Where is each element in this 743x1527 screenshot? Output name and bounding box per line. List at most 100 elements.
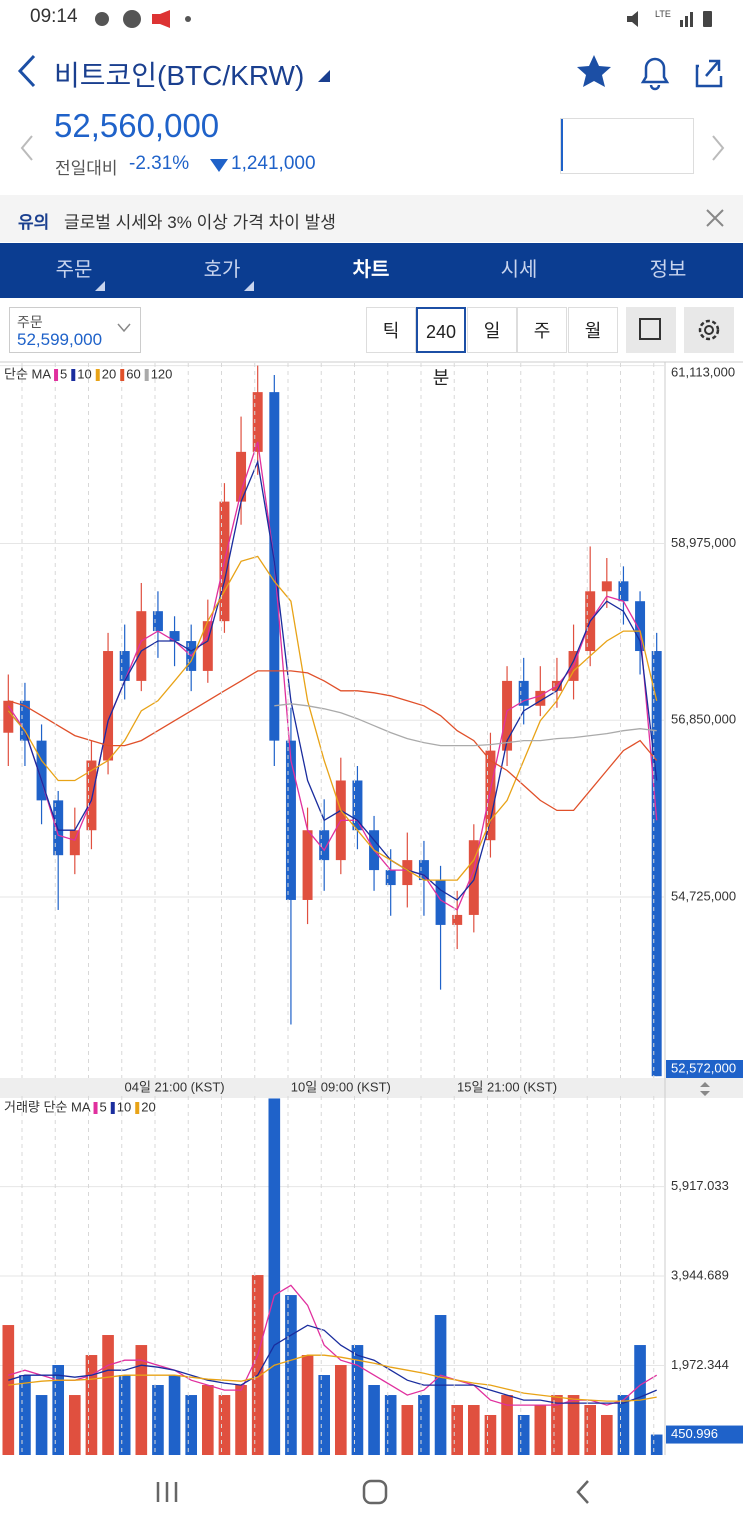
- order-dropdown[interactable]: [116, 322, 132, 334]
- legend-label: 120: [151, 366, 173, 381]
- legend-label: 5: [60, 366, 67, 381]
- tab[interactable]: 차트: [352, 259, 390, 281]
- period-button[interactable]: 월: [568, 307, 618, 353]
- legend-label: 20: [102, 366, 116, 381]
- legend-swatch: [54, 369, 59, 381]
- volume-bar: [451, 1405, 464, 1455]
- candle-body: [319, 830, 330, 861]
- notice-close[interactable]: [705, 208, 725, 228]
- volume-bar: [118, 1375, 131, 1455]
- candle-body: [635, 601, 646, 652]
- legend-label: 10: [77, 366, 91, 381]
- share-icon[interactable]: [695, 59, 723, 88]
- title-dropdown[interactable]: [316, 68, 332, 84]
- volume-bar: [102, 1335, 114, 1455]
- notice-text: 글로벌 시세와 3% 이상 가격 차이 발생: [64, 213, 336, 232]
- volume-bar: [467, 1405, 480, 1455]
- tab[interactable]: 주문: [55, 259, 93, 281]
- tab[interactable]: 정보: [649, 259, 687, 281]
- volume-panel: [0, 1098, 665, 1455]
- candle-body: [618, 581, 629, 602]
- volume-bar: [285, 1295, 297, 1455]
- candle-body: [601, 581, 612, 592]
- tab-bar: [0, 243, 743, 298]
- candle-body: [236, 451, 247, 502]
- volume-bar: [251, 1275, 264, 1455]
- volume-bar: [484, 1414, 497, 1455]
- volume-bar: [318, 1375, 331, 1455]
- home-button[interactable]: [362, 1479, 388, 1505]
- volume-bar: [218, 1395, 231, 1455]
- volume-bar: [368, 1385, 380, 1455]
- volume-bar: [168, 1375, 181, 1455]
- y-tick-label: 61,113,000: [671, 364, 735, 379]
- volume-bar: [268, 1098, 281, 1455]
- volume-bar: [617, 1395, 630, 1455]
- period-button[interactable]: 일: [467, 307, 517, 353]
- candle-body: [385, 870, 396, 886]
- x-axis-strip: [0, 1078, 743, 1098]
- next-coin[interactable]: [708, 134, 728, 162]
- candle-body: [352, 780, 363, 831]
- order-label: 주문: [17, 314, 43, 330]
- period-button[interactable]: 240분: [416, 307, 466, 388]
- volume-bar: [52, 1365, 65, 1455]
- overlay: 54,725,000 56,850,000 58,975,000 61,113,000…: [4, 363, 743, 1455]
- volume-bar: [418, 1395, 430, 1455]
- period-button[interactable]: 주: [517, 307, 567, 353]
- legend-label: 5: [100, 1099, 107, 1114]
- volume-bar: [534, 1405, 547, 1455]
- recent-apps[interactable]: [156, 1482, 178, 1502]
- tab[interactable]: 호가: [203, 259, 241, 281]
- status-icons: [95, 10, 191, 28]
- candle-body: [202, 621, 213, 671]
- fullscreen-button[interactable]: [626, 307, 676, 353]
- order-price-box[interactable]: [9, 307, 141, 353]
- candle-body: [103, 651, 114, 761]
- volume-bar: [135, 1345, 148, 1455]
- last-value-label: 450.996: [671, 1426, 718, 1441]
- tab[interactable]: 시세: [500, 259, 538, 281]
- change-percent: -2.31%: [129, 153, 190, 174]
- volume-bar: [201, 1385, 214, 1455]
- candle-body: [452, 914, 463, 925]
- y-tick-label: 1,972.344: [671, 1357, 729, 1372]
- volume-bar: [152, 1385, 164, 1455]
- volume-bar: [334, 1365, 347, 1455]
- ma-line: [8, 1324, 657, 1404]
- legend-label: 20: [141, 1099, 155, 1114]
- last-value-box: [666, 1060, 743, 1078]
- legend-swatch: [71, 369, 76, 381]
- period-button[interactable]: 틱: [366, 307, 416, 353]
- y-tick-label: 58,975,000: [671, 535, 736, 550]
- volume-bar: [567, 1395, 580, 1455]
- header-actions: [577, 55, 723, 91]
- candle-body: [468, 840, 479, 915]
- x-tick-label: 10일 09:00 (KST): [291, 1079, 391, 1094]
- settings-button[interactable]: [684, 307, 734, 353]
- favorite-icon[interactable]: [577, 55, 611, 87]
- volume-bar: [68, 1395, 81, 1455]
- notice-bar: [0, 195, 743, 242]
- nav-back[interactable]: [576, 1480, 589, 1504]
- page-title: 비트코인(BTC/KRW): [54, 60, 305, 91]
- back-button[interactable]: [14, 52, 44, 90]
- volume-bar: [235, 1385, 247, 1455]
- candle-body: [651, 651, 662, 1077]
- down-triangle: [210, 159, 228, 172]
- candle-body: [502, 680, 513, 751]
- alarm-icon[interactable]: [640, 57, 670, 91]
- ma-line: [8, 1284, 658, 1406]
- candle-body: [119, 651, 130, 681]
- volume-bar: [551, 1395, 563, 1455]
- svg-text:LTE: LTE: [655, 9, 671, 19]
- ma-line: [274, 703, 657, 747]
- legend-swatch: [135, 1102, 140, 1114]
- volume-bar: [384, 1395, 397, 1455]
- legend-swatch: [110, 1102, 115, 1114]
- y-tick-label: 3,944.689: [671, 1267, 729, 1282]
- prev-coin[interactable]: [18, 134, 38, 162]
- resize-handle[interactable]: [700, 1082, 710, 1096]
